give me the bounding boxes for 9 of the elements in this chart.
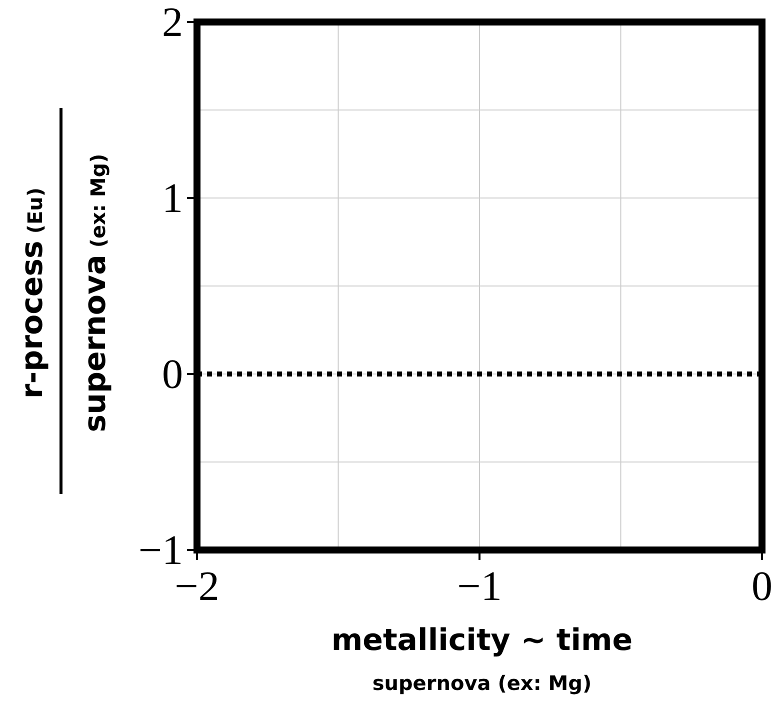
text: supernova (ex: Mg) xyxy=(78,154,113,432)
x-tick-label: −1 xyxy=(457,564,502,610)
text: supernova (ex: Mg) xyxy=(372,671,592,695)
y-tick-label: 2 xyxy=(162,0,183,46)
y-tick-label: 1 xyxy=(162,176,183,222)
x-axis-title: metallicity ~ time xyxy=(331,623,633,658)
y-tick-label: 0 xyxy=(162,352,183,398)
y-axis-title: r-process (Eu) xyxy=(15,187,50,399)
x-tick-label: 0 xyxy=(752,564,772,610)
